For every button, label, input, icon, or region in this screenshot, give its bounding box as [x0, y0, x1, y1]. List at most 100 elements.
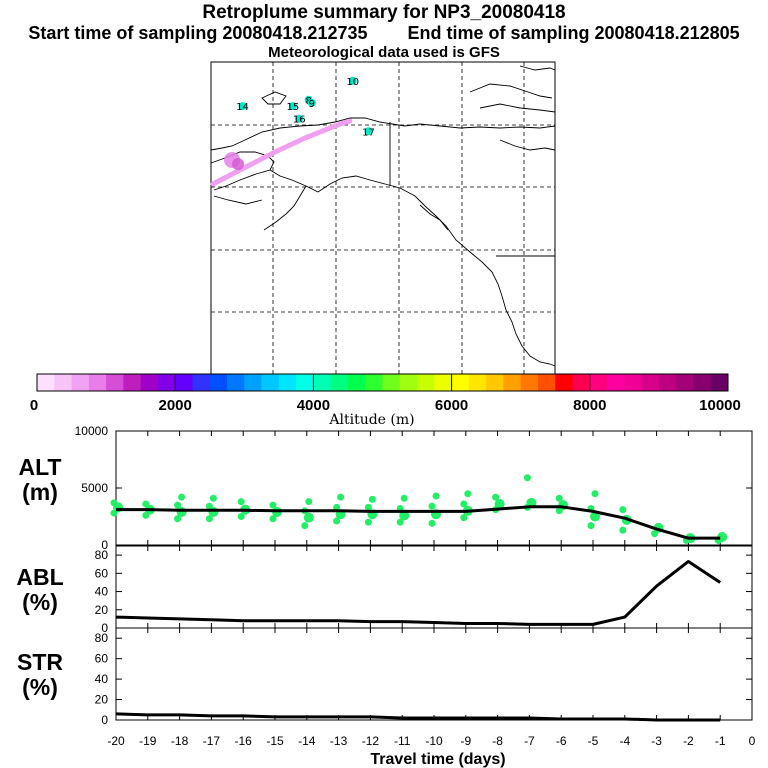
y-tick-label: 60 [95, 566, 109, 580]
alt-scatter-point [400, 494, 408, 502]
map-day-label: 10 [346, 77, 359, 88]
alt-scatter-point [269, 501, 277, 509]
colorbar-swatch [37, 374, 55, 391]
map-day-marker [348, 76, 357, 85]
x-tick-label: -18 [171, 734, 189, 748]
y-tick-label: 0 [101, 713, 108, 727]
panel-str: STR(%) 80 60 40 20 0 [17, 627, 753, 727]
map-frame [210, 61, 556, 375]
alt-scatter-point [591, 490, 599, 498]
alt-scatter-point [174, 515, 182, 523]
y-tick-label: 20 [95, 693, 109, 707]
colorbar-swatch [537, 374, 556, 391]
alt-scatter-point [178, 493, 186, 501]
alt-scatter-point [619, 506, 627, 514]
panel-abl: ABL(%) 80 60 40 20 0 [16, 545, 753, 635]
colorbar-swatch [624, 374, 643, 391]
colorbar-swatch [330, 374, 349, 391]
colorbar-swatch [572, 374, 591, 391]
alt-scatter-point [428, 502, 436, 510]
map-day-label: 9 [309, 99, 315, 110]
y-tick-label: 10000 [75, 424, 109, 438]
colorbar-swatch [209, 374, 228, 391]
colorbar-swatch [175, 374, 193, 391]
series-line-abl [115, 559, 722, 626]
map-day-labels: 141589161017 [236, 76, 375, 138]
alt-scatter-point [523, 474, 531, 482]
plume-path [210, 118, 353, 187]
alt-scatter-point [333, 503, 341, 511]
colorbar-swatch [555, 374, 573, 391]
x-tick-label: -20 [107, 734, 125, 748]
y-axis-label: ABL [16, 564, 63, 590]
map-day-label: 17 [362, 127, 375, 138]
alt-scatter-point [396, 518, 404, 526]
x-tick-label: -1 [715, 734, 726, 748]
colorbar-title: Altitude (m) [328, 412, 414, 428]
y-tick-label: 80 [95, 548, 109, 562]
alt-scatter-point [364, 503, 372, 511]
x-tick-label: -5 [588, 734, 599, 748]
colorbar-tick-label: 4000 [297, 397, 330, 414]
colorbar-swatch [365, 374, 383, 391]
colorbar-swatch [710, 374, 729, 391]
map-day-label: 14 [236, 102, 249, 113]
alt-scatter-point [301, 522, 309, 530]
x-tick-label: -3 [651, 734, 662, 748]
map-day-marker [288, 102, 297, 111]
x-tick-label: -14 [298, 734, 316, 748]
alt-scatter-point [555, 494, 563, 502]
colorbar-swatch [434, 374, 452, 391]
alt-scatter-point [174, 501, 182, 509]
colorbar-swatch [399, 374, 418, 391]
colorbar: 0 2000 4000 6000 8000 10000 Altitude (m) [30, 373, 741, 428]
colorbar-swatch [347, 374, 366, 391]
colorbar-tick-label: 10000 [699, 397, 741, 414]
colorbar-swatch [382, 374, 401, 391]
x-tick-label: -19 [139, 734, 157, 748]
colorbar-tick-label: 2000 [159, 397, 192, 414]
colorbar-swatch [88, 374, 107, 391]
colorbar-swatch [244, 374, 262, 391]
alt-scatter-point [368, 495, 376, 503]
colorbar-tick-label: 8000 [573, 397, 606, 414]
colorbar-swatch [641, 374, 660, 391]
x-tick-label: -10 [425, 734, 443, 748]
alt-scatter-point [209, 494, 217, 502]
x-tick-label: -4 [619, 734, 630, 748]
alt-scatter-point [205, 502, 213, 510]
colorbar-swatch [313, 374, 332, 391]
alt-scatter-point [432, 492, 440, 500]
map-panel: 141589161017 [210, 61, 556, 375]
map-day-marker [238, 102, 247, 111]
alt-scatter-point [337, 493, 345, 501]
colorbar-swatch [140, 374, 159, 391]
y-axis-label: ALT [18, 454, 61, 480]
y-tick-label: 40 [95, 585, 109, 599]
x-tick-label: -13 [330, 734, 348, 748]
alt-scatter-point [428, 519, 436, 527]
x-tick-label: -11 [394, 734, 411, 748]
x-tick-label: -6 [556, 734, 567, 748]
colorbar-swatch [520, 374, 539, 391]
colorbar-swatch [71, 374, 90, 391]
y-tick-label: 5000 [81, 481, 108, 495]
y-axis-unit: (m) [22, 479, 58, 505]
met-data-label: Meteorological data used is GFS [268, 44, 500, 61]
time-series-panels: ALT(m)1000050000ABL(%)806040200STR(%)806… [16, 424, 755, 748]
sampling-times: Start time of sampling 20080418.212735 En… [0, 23, 768, 43]
colorbar-swatch [54, 374, 72, 391]
colorbar-swatch [468, 374, 487, 391]
colorbar-swatch [486, 374, 504, 391]
alt-scatter-point [269, 515, 277, 523]
colorbar-swatch [676, 374, 694, 391]
y-tick-label: 0 [101, 621, 108, 635]
x-tick-label: -17 [203, 734, 221, 748]
colorbar-tick-label: 6000 [435, 397, 468, 414]
end-time: End time of sampling 20080418.212805 [407, 23, 740, 43]
x-tick-label: -2 [683, 734, 694, 748]
y-tick-label: 60 [95, 652, 109, 666]
alt-scatter-point [460, 500, 468, 508]
map-day-marker [295, 114, 304, 123]
x-tick-labels: -20 -19 -18 -17 -16 -15 -14 -13 -12 -11 -10 -9 -8 -7-… [107, 734, 755, 748]
